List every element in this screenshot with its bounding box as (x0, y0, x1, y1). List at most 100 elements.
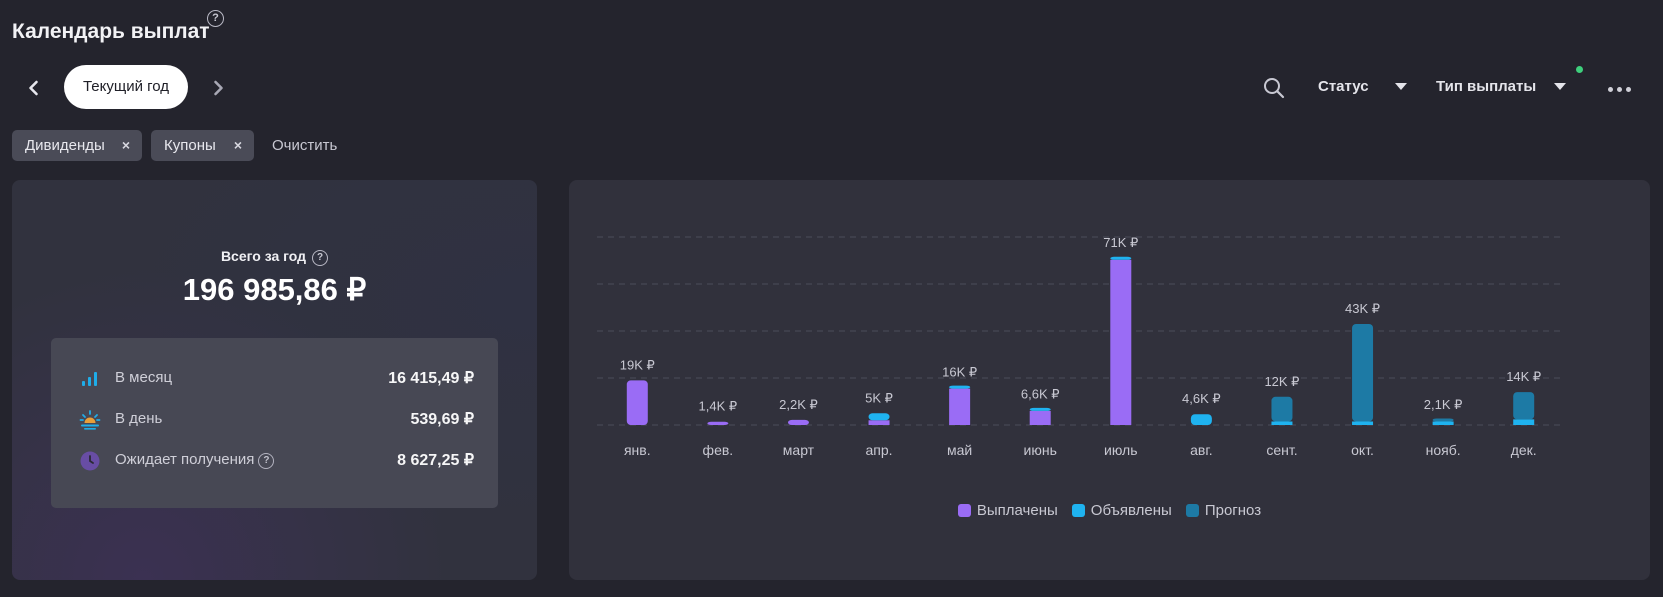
status-filter-dropdown[interactable]: Статус (1318, 78, 1407, 95)
stat-row-pending: Ожидает получения? 8 627,25 ₽ (51, 448, 498, 472)
bar-segment[interactable] (707, 421, 729, 425)
stat-row-daily: В день 539,69 ₽ (51, 407, 498, 431)
x-tick-label: фев. (703, 442, 734, 458)
legend-item-announced[interactable]: Объявлены (1071, 502, 1172, 519)
stats-box: В месяц 16 415,49 ₽ В день 539,69 ₽ Ожид… (51, 338, 498, 508)
chart-card: 19K ₽ янв. 1,4K ₽ фев. 2,2K ₽ март 5K ₽ апр. 16K… (569, 180, 1650, 580)
legend-swatch-paid (957, 504, 971, 517)
stat-label: Ожидает получения? (115, 451, 275, 469)
stat-row-monthly: В месяц 16 415,49 ₽ (51, 366, 498, 390)
x-tick-label: нояб. (1426, 442, 1461, 458)
page-title: Календарь выплат (12, 20, 210, 43)
stat-value: 539,69 ₽ (410, 411, 474, 428)
bar-value-label: 19K ₽ (620, 357, 655, 372)
more-dots-icon (1626, 87, 1631, 92)
bar-segment[interactable] (1271, 396, 1293, 422)
more-options-button[interactable] (1608, 87, 1631, 92)
x-tick-label: янв. (624, 442, 651, 458)
search-icon (1264, 78, 1285, 99)
filter-chip-label: Купоны (164, 137, 216, 154)
bar-segment[interactable] (1432, 418, 1454, 422)
bar-value-label: 71K ₽ (1103, 235, 1138, 250)
filter-chip-label: Дивиденды (25, 137, 105, 154)
bar-segment[interactable] (787, 419, 809, 425)
bar-segment[interactable] (1190, 414, 1212, 425)
more-dots-icon (1608, 87, 1613, 92)
bar-value-label: 1,4K ₽ (699, 399, 738, 414)
sunrise-icon (79, 410, 101, 430)
legend-swatch-forecast (1185, 504, 1199, 517)
status-filter-label: Статус (1318, 78, 1369, 95)
legend-label: Прогноз (1204, 502, 1262, 519)
more-dots-icon (1617, 87, 1622, 92)
stat-label: В месяц (115, 369, 173, 386)
bar-segment[interactable] (1432, 421, 1454, 425)
bar-segment[interactable] (1271, 421, 1293, 425)
next-period-button[interactable] (206, 76, 230, 100)
bar-value-label: 2,1K ₽ (1424, 397, 1463, 412)
stat-label-text: Ожидает получения (115, 451, 255, 468)
bar-chart-icon (82, 372, 97, 386)
legend-item-forecast[interactable]: Прогноз (1185, 502, 1262, 519)
legend-label: Объявлены (1090, 502, 1172, 519)
clear-filters-button[interactable]: Очистить (272, 137, 338, 154)
x-tick-label: март (783, 442, 815, 458)
bar-value-label: 12K ₽ (1264, 374, 1299, 389)
total-label-text: Всего за год (220, 248, 307, 264)
bar-value-label: 5K ₽ (865, 390, 893, 405)
bar-segment[interactable] (626, 380, 648, 425)
active-filter-indicator (1576, 66, 1583, 73)
filter-chip-coupons[interactable]: Купоны × (151, 130, 254, 161)
close-icon[interactable]: × (233, 137, 242, 153)
bar-value-label: 2,2K ₽ (779, 397, 818, 412)
period-selector[interactable]: Текущий год (64, 65, 188, 109)
search-button[interactable] (1262, 76, 1286, 100)
bar-segment[interactable] (1110, 256, 1132, 260)
stat-value: 16 415,49 ₽ (388, 370, 474, 387)
caret-down-icon (1554, 83, 1567, 90)
bar-segment[interactable] (949, 385, 971, 389)
legend-swatch-announced (1071, 504, 1085, 517)
bar-segment[interactable] (949, 388, 971, 425)
filter-chip-dividends[interactable]: Дивиденды × (12, 130, 142, 161)
x-tick-label: апр. (866, 442, 893, 458)
bar-segment[interactable] (1029, 407, 1051, 411)
bar-segment[interactable] (1029, 410, 1051, 425)
help-icon[interactable]: ? (312, 250, 329, 266)
total-label: Всего за год? (12, 248, 537, 266)
bar-value-label: 14K ₽ (1506, 369, 1541, 384)
payment-type-dropdown[interactable]: Тип выплаты (1436, 78, 1567, 95)
x-tick-label: авг. (1190, 442, 1213, 458)
bar-segment[interactable] (1110, 259, 1132, 425)
close-icon[interactable]: × (121, 137, 130, 153)
caret-down-icon (1394, 83, 1407, 90)
payments-bar-chart: 19K ₽ янв. 1,4K ₽ фев. 2,2K ₽ март 5K ₽ апр. 16K… (597, 235, 1564, 458)
bar-segment[interactable] (1352, 323, 1374, 422)
stat-label: В день (115, 410, 163, 427)
previous-period-button[interactable] (22, 76, 46, 100)
bar-value-label: 4,6K ₽ (1182, 391, 1221, 406)
bar-segment[interactable] (1513, 419, 1535, 425)
chevron-right-icon (214, 80, 223, 96)
help-icon[interactable]: ? (207, 10, 224, 27)
bar-value-label: 43K ₽ (1345, 301, 1380, 316)
bar-segment[interactable] (1352, 421, 1374, 425)
x-tick-label: июль (1104, 442, 1137, 458)
legend-item-paid[interactable]: Выплачены (957, 502, 1058, 519)
x-tick-label: сент. (1266, 442, 1297, 458)
bar-segment[interactable] (868, 413, 890, 421)
x-tick-label: окт. (1351, 442, 1374, 458)
help-icon[interactable]: ? (258, 453, 275, 469)
bar-segment[interactable] (868, 420, 890, 425)
total-value: 196 985,86 ₽ (182, 272, 367, 307)
stat-value: 8 627,25 ₽ (397, 452, 474, 469)
x-tick-label: дек. (1511, 442, 1537, 458)
chevron-left-icon (29, 80, 38, 96)
bar-segment[interactable] (1513, 392, 1535, 420)
chart-legend: Выплачены Объявлены Прогноз (569, 502, 1650, 519)
payment-type-label: Тип выплаты (1436, 78, 1537, 95)
bar-value-label: 16K ₽ (942, 364, 977, 379)
x-tick-label: май (947, 442, 972, 458)
clock-icon (80, 451, 100, 471)
summary-card: Всего за год? 196 985,86 ₽ В месяц 16 41… (12, 180, 537, 580)
